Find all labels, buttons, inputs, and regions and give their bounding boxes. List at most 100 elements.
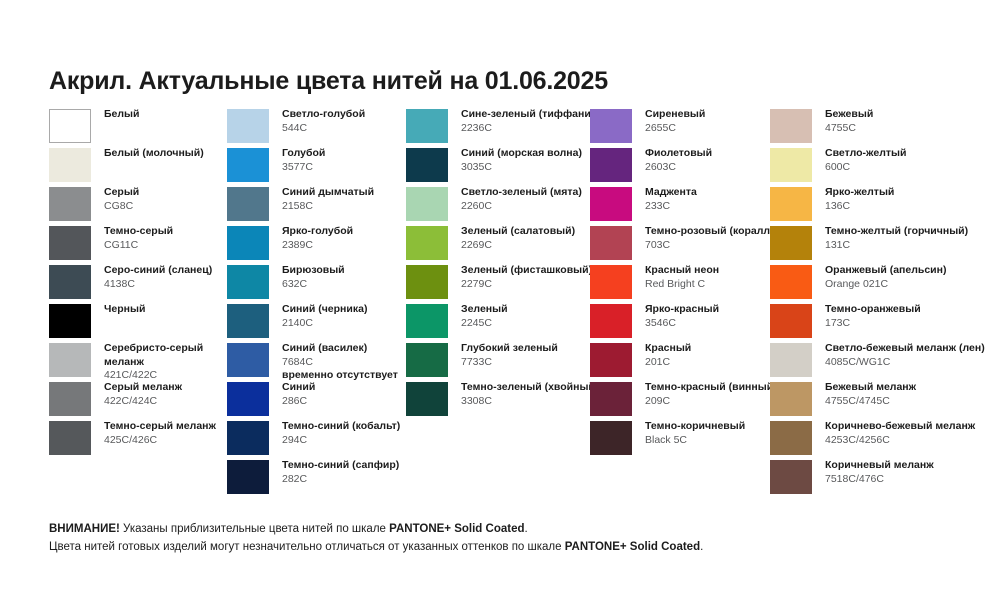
color-swatch[interactable]: [406, 343, 448, 377]
color-swatch[interactable]: [406, 109, 448, 143]
color-swatch[interactable]: [770, 421, 812, 455]
swatch-row[interactable]: Бежевый 4755C: [770, 108, 985, 148]
swatch-text: Синий (василек) 7684C временно отсутствует: [282, 342, 406, 383]
color-swatch[interactable]: [49, 382, 91, 416]
swatch-name: Коричневый меланж: [825, 459, 934, 471]
color-swatch[interactable]: [49, 265, 91, 299]
swatch-row[interactable]: Темно-оранжевый 173C: [770, 303, 985, 343]
color-swatch[interactable]: [590, 304, 632, 338]
swatch-row[interactable]: Серебристо-серый меланж 421C/422C: [49, 342, 227, 382]
swatch-row[interactable]: Глубокий зеленый 7733C: [406, 342, 590, 382]
swatch-row[interactable]: Темно-синий (сапфир) 282C: [227, 459, 406, 499]
swatch-text: Красный 201C: [645, 342, 770, 369]
swatch-row[interactable]: Голубой 3577C: [227, 147, 406, 187]
swatch-row[interactable]: Темно-желтый (горчичный) 131C: [770, 225, 985, 265]
swatch-row[interactable]: Фиолетовый 2603C: [590, 147, 770, 187]
color-swatch[interactable]: [227, 265, 269, 299]
color-swatch[interactable]: [227, 226, 269, 260]
swatch-row[interactable]: Красный неон Red Bright C: [590, 264, 770, 304]
swatch-text: Сине-зеленый (тиффани) 2236C: [461, 108, 594, 135]
swatch-row[interactable]: Черный: [49, 303, 227, 343]
swatch-row[interactable]: Светло-голубой 544C: [227, 108, 406, 148]
color-swatch[interactable]: [590, 226, 632, 260]
color-swatch[interactable]: [406, 187, 448, 221]
swatch-row[interactable]: Синий (черника) 2140C: [227, 303, 406, 343]
swatch-row[interactable]: Красный 201C: [590, 342, 770, 382]
swatch-row[interactable]: Темно-коричневый Black 5C: [590, 420, 770, 460]
color-swatch[interactable]: [590, 382, 632, 416]
swatch-row[interactable]: Коричневый меланж 7518C/476C: [770, 459, 985, 499]
swatch-row[interactable]: Серый CG8C: [49, 186, 227, 226]
color-swatch[interactable]: [406, 304, 448, 338]
color-swatch[interactable]: [770, 343, 812, 377]
swatch-row[interactable]: Зеленый 2245C: [406, 303, 590, 343]
color-swatch[interactable]: [227, 304, 269, 338]
swatch-row[interactable]: Белый (молочный): [49, 147, 227, 187]
color-swatch[interactable]: [590, 265, 632, 299]
color-swatch[interactable]: [49, 109, 91, 143]
color-swatch[interactable]: [406, 382, 448, 416]
color-swatch[interactable]: [590, 187, 632, 221]
color-swatch[interactable]: [770, 226, 812, 260]
swatch-row[interactable]: Синий (василек) 7684C временно отсутствует: [227, 342, 406, 383]
swatch-row[interactable]: Темно-розовый (коралл) 703C: [590, 225, 774, 265]
swatch-row[interactable]: Оранжевый (апельсин) Orange 021C: [770, 264, 985, 304]
color-swatch[interactable]: [590, 421, 632, 455]
color-swatch[interactable]: [227, 109, 269, 143]
swatch-row[interactable]: Сиреневый 2655C: [590, 108, 770, 148]
swatch-row[interactable]: Ярко-голубой 2389C: [227, 225, 406, 265]
swatch-row[interactable]: Зеленый (фисташковый) 2279C: [406, 264, 592, 304]
color-swatch[interactable]: [590, 343, 632, 377]
swatch-row[interactable]: Темно-зеленый (хвойный) 3308C: [406, 381, 598, 421]
color-swatch[interactable]: [590, 148, 632, 182]
swatch-row[interactable]: Коричнево-бежевый меланж 4253C/4256C: [770, 420, 985, 460]
swatch-row[interactable]: Темно-серый CG11C: [49, 225, 227, 265]
color-swatch[interactable]: [227, 148, 269, 182]
color-swatch[interactable]: [770, 109, 812, 143]
color-swatch[interactable]: [770, 382, 812, 416]
swatch-pantone-code: 7684C: [282, 355, 313, 368]
color-swatch[interactable]: [49, 343, 91, 377]
color-swatch[interactable]: [770, 148, 812, 182]
color-swatch[interactable]: [49, 304, 91, 338]
color-swatch[interactable]: [590, 109, 632, 143]
color-swatch[interactable]: [227, 460, 269, 494]
swatch-row[interactable]: Бежевый меланж 4755C/4745C: [770, 381, 985, 421]
color-swatch[interactable]: [49, 187, 91, 221]
swatch-row[interactable]: Светло-бежевый меланж (лен) 4085C/WG1C: [770, 342, 985, 382]
swatch-row[interactable]: Синий дымчатый 2158C: [227, 186, 406, 226]
color-swatch[interactable]: [49, 421, 91, 455]
swatch-row[interactable]: Сине-зеленый (тиффани) 2236C: [406, 108, 594, 148]
swatch-row[interactable]: Ярко-желтый 136C: [770, 186, 985, 226]
color-swatch[interactable]: [770, 187, 812, 221]
swatch-row[interactable]: Темно-синий (кобальт) 294C: [227, 420, 406, 460]
color-swatch[interactable]: [770, 304, 812, 338]
swatch-name: Синий (морская волна): [461, 147, 582, 159]
swatch-row[interactable]: Зеленый (салатовый) 2269C: [406, 225, 590, 265]
swatch-row[interactable]: Серо-синий (сланец) 4138C: [49, 264, 227, 304]
color-swatch[interactable]: [770, 265, 812, 299]
swatch-row[interactable]: Синий 286C: [227, 381, 406, 421]
color-swatch[interactable]: [227, 421, 269, 455]
swatch-row[interactable]: Ярко-красный 3546C: [590, 303, 770, 343]
color-swatch[interactable]: [227, 343, 269, 377]
color-swatch[interactable]: [227, 187, 269, 221]
swatch-row[interactable]: Светло-желтый 600C: [770, 147, 985, 187]
color-swatch[interactable]: [406, 265, 448, 299]
swatch-row[interactable]: Бирюзовый 632C: [227, 264, 406, 304]
color-swatch[interactable]: [49, 226, 91, 260]
swatch-row[interactable]: Серый меланж 422C/424C: [49, 381, 227, 421]
color-swatch[interactable]: [227, 382, 269, 416]
color-swatch[interactable]: [406, 226, 448, 260]
swatch-pantone-code: 2655C: [645, 121, 676, 134]
swatch-row[interactable]: Темно-серый меланж 425C/426C: [49, 420, 227, 460]
color-swatch[interactable]: [406, 148, 448, 182]
footer-warning-label: ВНИМАНИЕ!: [49, 523, 120, 535]
swatch-row[interactable]: Светло-зеленый (мята) 2260C: [406, 186, 590, 226]
swatch-row[interactable]: Белый: [49, 108, 227, 148]
color-swatch[interactable]: [770, 460, 812, 494]
swatch-row[interactable]: Темно-красный (винный) 209C: [590, 381, 777, 421]
swatch-row[interactable]: Маджента 233C: [590, 186, 770, 226]
swatch-row[interactable]: Синий (морская волна) 3035C: [406, 147, 590, 187]
color-swatch[interactable]: [49, 148, 91, 182]
